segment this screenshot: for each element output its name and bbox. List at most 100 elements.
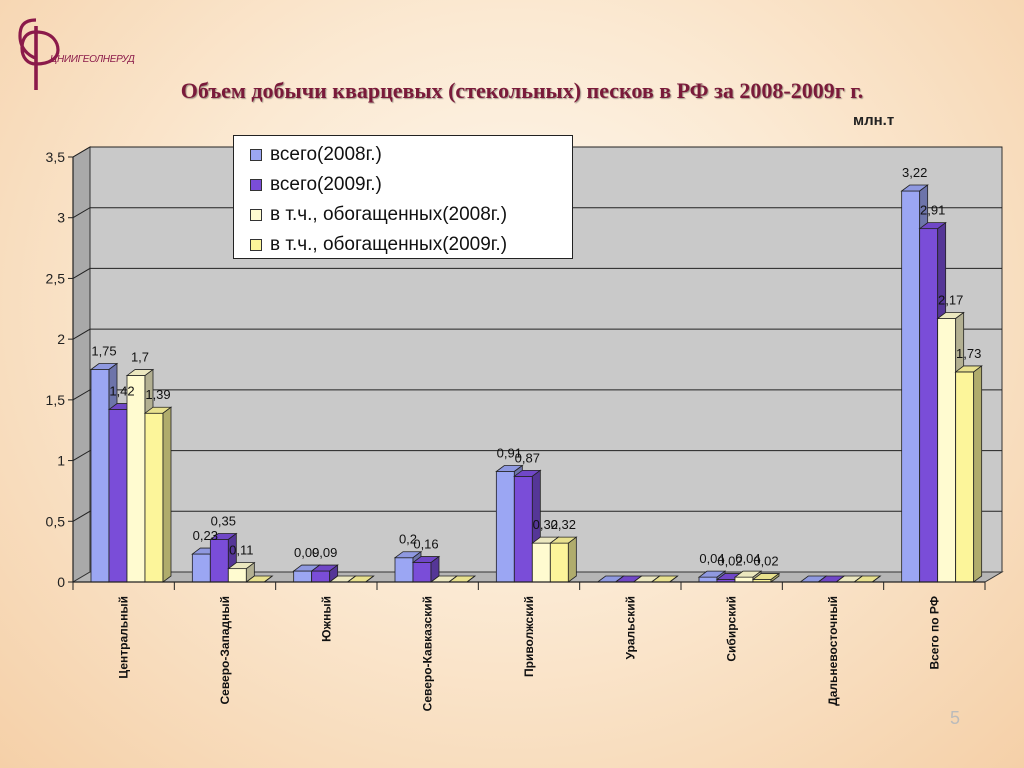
bar-front [412,562,432,583]
data-label: 0,02 [717,554,742,569]
bar [751,572,781,583]
bar-front [698,576,718,583]
bar [227,561,256,583]
bar-front [311,570,331,583]
x-axis: Центральный Северо-Западный Южный Северо-Ка… [72,581,986,711]
y-tick-label: 3 [57,210,65,226]
x-tick-label: Уральский [623,596,637,659]
bar-front [394,557,414,583]
x-tick-label: Северо-Кавказский [421,596,435,711]
bar-side [872,575,881,583]
legend-item: всего(2009г.) [250,170,572,200]
company-name: ЦНИИГЕОЛНЕРУД [50,54,135,65]
bar-front [513,475,533,583]
bar-side [365,575,374,583]
x-tick-label: Северо-Западный [218,596,232,705]
data-label: 2,17 [938,293,963,308]
bar-front [937,318,957,583]
bar-front [549,542,569,583]
data-label: 0,2 [399,532,417,547]
gridline [72,450,1002,462]
y-tick-label: 0 [57,574,65,590]
y-tick-label: 2,5 [46,270,66,286]
gridline [72,267,1002,279]
x-tick-label: Дальневосточный [826,596,840,706]
bar-front [293,570,313,583]
unit-label: млн.т [853,112,895,129]
data-label: 1,7 [131,350,149,365]
legend-swatch [250,239,262,251]
data-label: 0,09 [312,545,337,560]
bar-front [919,228,939,583]
data-label: 0,32 [551,517,576,532]
bar [411,555,441,583]
legend-item: всего(2008г.) [250,140,572,170]
legend-item: в т.ч., обогащенных(2009г.) [250,230,572,260]
bar-front [108,409,128,583]
y-tick-label: 3,5 [46,149,66,165]
data-label: 0,91 [497,446,522,461]
gridline [72,328,1002,340]
chart-legend: всего(2008г.) всего(2009г.) в т.ч., обог… [233,135,573,259]
data-label: 0,23 [193,528,218,543]
data-label: 0,04 [735,551,760,566]
legend-label: в т.ч., обогащенных(2008г.) [270,204,508,225]
x-tick-label: Всего по РФ [927,596,941,670]
legend-swatch [250,209,262,221]
x-tick-label: Сибирский [725,596,739,662]
x-tick-label: Южный [319,596,333,642]
gridline [72,510,1002,522]
bar-front [531,542,551,583]
bar-side [770,572,780,583]
data-label: 2,91 [920,203,945,218]
page-title: Объем добычи кварцевых (стекольных) песк… [180,78,864,103]
y-tick-label: 1 [57,453,65,469]
gridline [72,389,1002,401]
bar-side [264,575,273,583]
data-label: 0,16 [413,537,438,552]
bar-side [162,406,172,583]
bar-front [126,375,146,583]
bar [245,575,274,583]
bar-side [669,575,678,583]
gridline [72,207,1002,219]
data-label: 1,75 [91,344,116,359]
bar [143,406,173,583]
legend-label: всего(2009г.) [270,174,382,195]
data-label: 1,73 [956,346,981,361]
company-logo [18,18,60,90]
bar [954,365,983,583]
legend-item: в т.ч., обогащенных(2008г.) [250,200,572,230]
bar-side [567,536,577,583]
page-number: 5 [950,708,961,728]
gridline [72,146,1002,158]
bar-side [973,365,983,583]
legend-label: всего(2008г.) [270,144,382,165]
bar-front [191,553,211,583]
bar-front [955,371,975,583]
y-tick-label: 1,5 [46,392,66,408]
data-label: 0,32 [533,517,558,532]
x-tick-label: Приволжский [522,596,536,677]
chart-grid [72,146,1002,522]
y-tick-label: 2 [57,331,65,347]
legend-swatch [250,179,262,191]
bar-front [90,369,110,583]
y-axis: 0 0,5 1 1,5 2 2,5 3 3,5 [46,149,74,590]
ф-emblem-icon [18,18,60,90]
bar-front [734,576,754,583]
data-label: 1,39 [145,387,170,402]
data-label: 1,42 [109,384,134,399]
data-label: 0,35 [211,514,236,529]
data-labels: 1,751,421,71,390,230,350,11 0,090,090,20,… [91,165,981,569]
data-label: 0,87 [515,450,540,465]
legend-label: в т.ч., обогащенных(2009г.) [270,234,508,255]
bar-front [144,412,164,583]
data-label: 0,09 [294,545,319,560]
data-label: 0,11 [229,543,253,558]
bar [549,536,578,583]
y-tick-label: 0,5 [46,513,66,529]
data-label: 0,02 [753,554,778,569]
bar-front [227,568,247,583]
